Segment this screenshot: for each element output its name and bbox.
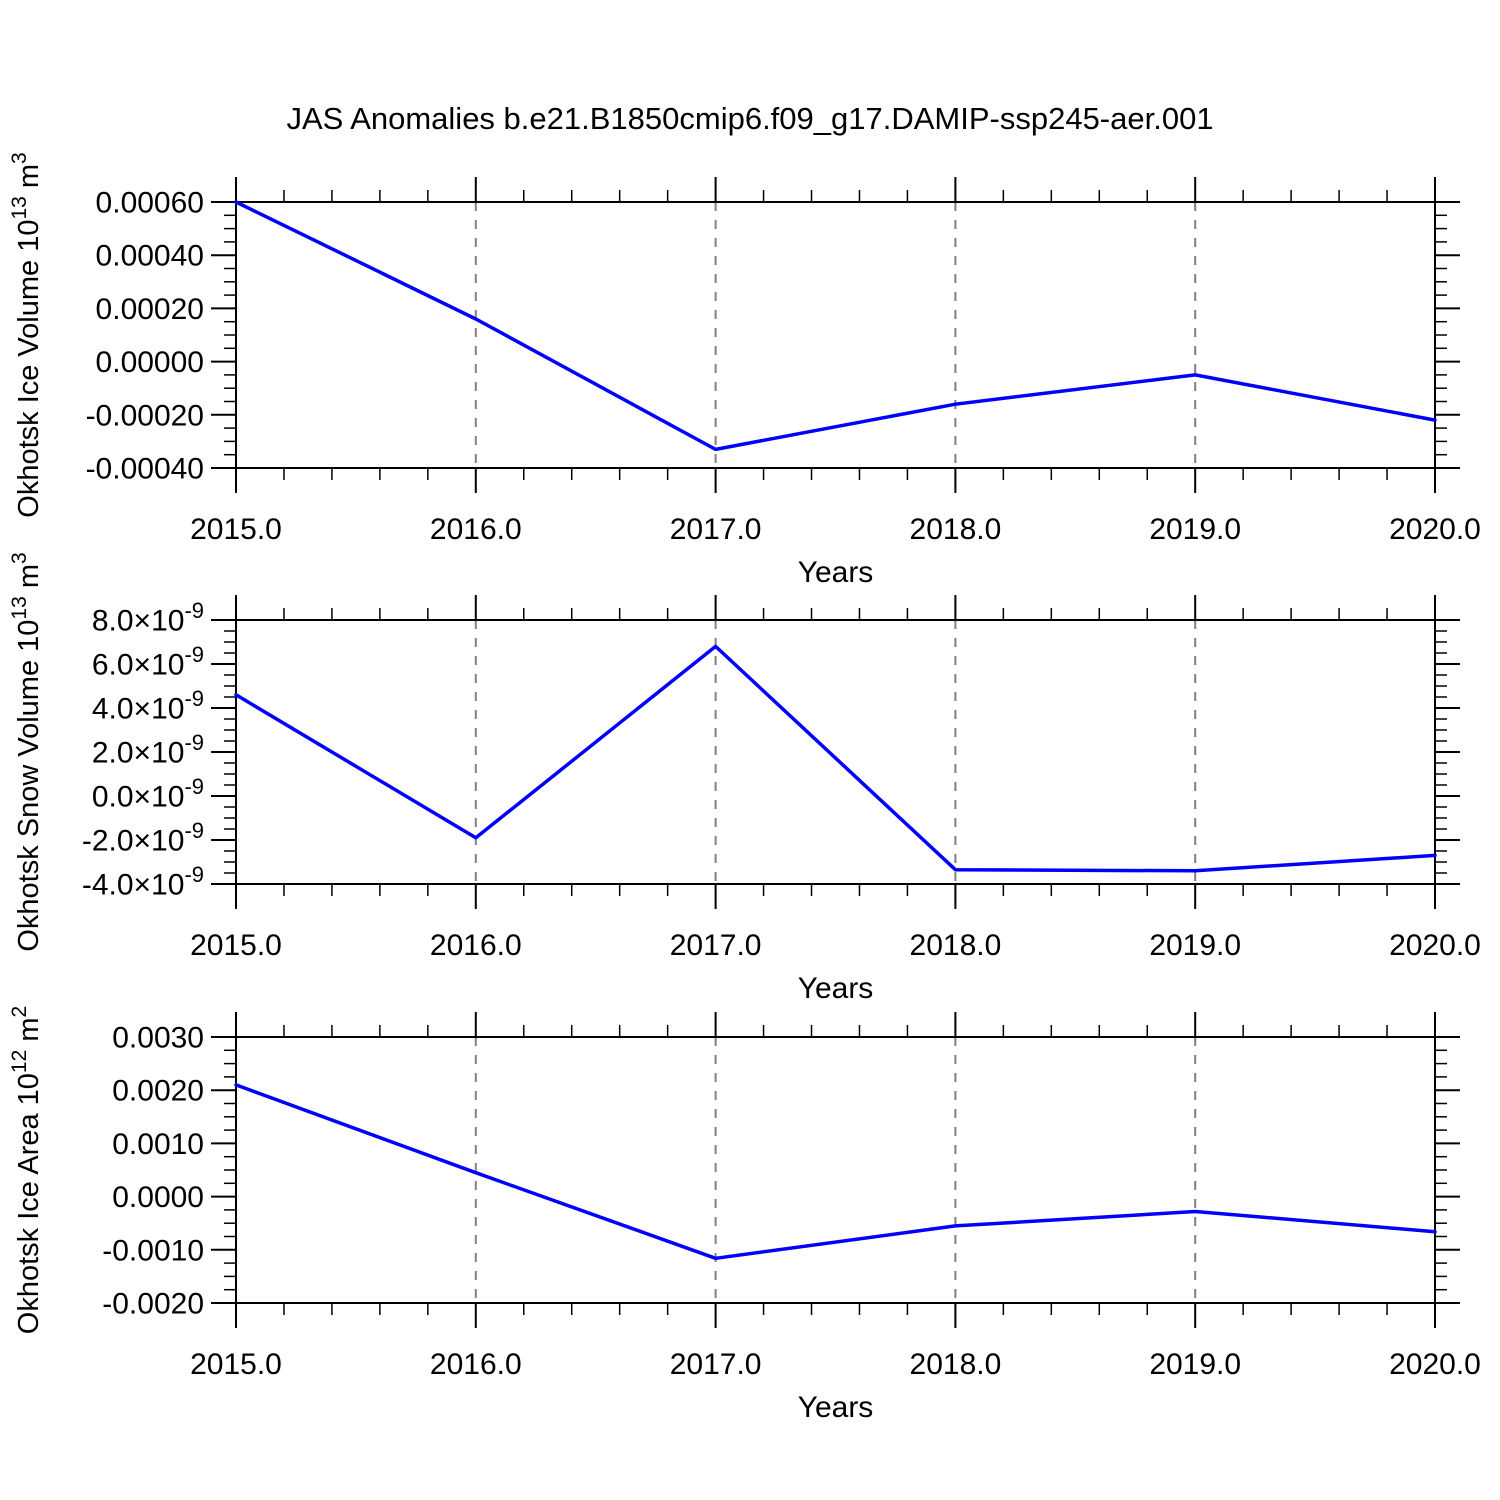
x-axis-label: Years (798, 972, 874, 1005)
y-tick-label: 0.0030 (112, 1022, 204, 1055)
plot-frame (235, 1036, 1436, 1304)
x-tick-label: 2016.0 (430, 929, 522, 962)
x-axis-label: Years (798, 1391, 874, 1424)
y-tick-label: 0.0010 (112, 1128, 204, 1161)
y-tick-label: 0.00000 (96, 346, 204, 379)
x-tick-label: 2018.0 (910, 513, 1002, 546)
x-tick-label: 2016.0 (430, 513, 522, 546)
x-tick-label: 2020.0 (1389, 929, 1481, 962)
y-tick-label: 2.0×10-9 (92, 730, 204, 770)
y-tick-label: -4.0×10-9 (82, 862, 204, 902)
data-line-ice-area (234, 1083, 1437, 1261)
data-line-ice-volume (234, 200, 1437, 452)
y-tick-label: -0.0010 (102, 1234, 204, 1267)
x-tick-label: 2015.0 (190, 513, 282, 546)
y-tick-label: 6.0×10-9 (92, 642, 204, 682)
y-tick-label: 0.0000 (112, 1181, 204, 1214)
x-tick-label: 2015.0 (190, 929, 282, 962)
x-tick-label: 2019.0 (1149, 513, 1241, 546)
x-tick-label: 2017.0 (670, 929, 762, 962)
chart-title: JAS Anomalies b.e21.B1850cmip6.f09_g17.D… (286, 101, 1214, 136)
x-tick-label: 2018.0 (910, 929, 1002, 962)
x-tick-label: 2020.0 (1389, 1348, 1481, 1381)
x-tick-label: 2017.0 (670, 513, 762, 546)
x-axis-label: Years (798, 556, 874, 589)
y-tick-label: -0.00020 (86, 399, 204, 432)
data-line-snow-volume (234, 644, 1437, 873)
x-tick-label: 2019.0 (1149, 929, 1241, 962)
x-tick-label: 2015.0 (190, 1348, 282, 1381)
y-tick-label: 8.0×10-9 (92, 598, 204, 638)
y-tick-label: -0.0020 (102, 1288, 204, 1321)
x-tick-label: 2019.0 (1149, 1348, 1241, 1381)
y-tick-label: 0.00060 (96, 187, 204, 220)
y-tick-label: 0.0020 (112, 1075, 204, 1108)
y-tick-label: -2.0×10-9 (82, 818, 204, 858)
y-tick-label: 4.0×10-9 (92, 686, 204, 726)
y-tick-label: 0.0×10-9 (92, 774, 204, 814)
plot-frame (235, 619, 1436, 885)
x-tick-label: 2020.0 (1389, 513, 1481, 546)
panel-snow-volume: 8.0×10-96.0×10-94.0×10-92.0×10-90.0×10-9… (8, 552, 1481, 1005)
panel-ice-area: 0.0030 0.0020 0.0010 0.0000 -0.0010 -0.0020 20… (8, 1006, 1481, 1424)
y-tick-label: 0.00040 (96, 240, 204, 273)
x-tick-label: 2017.0 (670, 1348, 762, 1381)
y-axis-label: Okhotsk Ice Area 1012 m2 (8, 1006, 45, 1334)
y-tick-label: -0.00040 (86, 453, 204, 486)
y-axis-label: Okhotsk Snow Volume 1013 m3 (8, 552, 45, 951)
panel-ice-volume: 0.00060 0.00040 0.00020 0.00000 -0.00020 -0.0… (8, 152, 1481, 589)
y-axis-label: Okhotsk Ice Volume 1013 m3 (8, 152, 45, 517)
x-tick-label: 2018.0 (910, 1348, 1002, 1381)
x-tick-label: 2016.0 (430, 1348, 522, 1381)
y-tick-label: 0.00020 (96, 293, 204, 326)
